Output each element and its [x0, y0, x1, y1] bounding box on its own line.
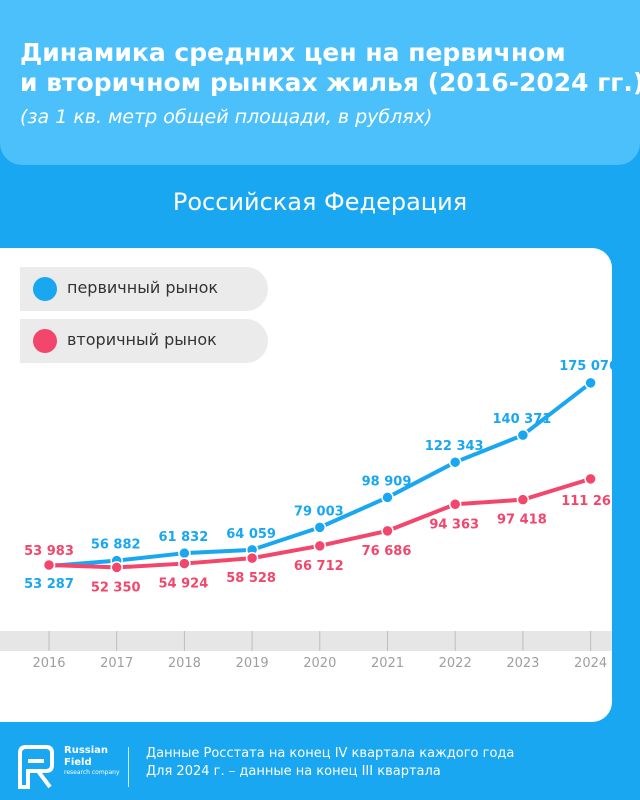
header-panel: Динамика средних цен на первичном и втор…	[0, 0, 640, 165]
data-point-primary	[381, 491, 394, 504]
data-label-primary: 53 287	[24, 577, 74, 592]
data-point-primary	[448, 455, 462, 469]
logo-line-1: Russian	[64, 745, 109, 756]
x-axis-band	[0, 631, 612, 651]
russian-field-logo-icon	[18, 745, 54, 789]
legend-item-primary: первичный рынок	[20, 267, 268, 311]
x-tick-label: 2018	[168, 656, 201, 671]
data-point-secondary	[42, 558, 56, 572]
logo-text: Russian Field research company	[64, 745, 120, 777]
legend-item-secondary: вторичный рынок	[20, 319, 268, 363]
data-point-secondary	[313, 539, 327, 553]
data-point-primary	[584, 376, 597, 390]
page-subtitle: (за 1 кв. метр общей площади, в рублях)	[20, 106, 433, 128]
x-tick-label: 2022	[439, 656, 472, 671]
x-tick-label: 2017	[100, 656, 133, 671]
data-point-secondary	[448, 498, 462, 511]
data-point-secondary	[516, 493, 530, 506]
data-point-primary	[178, 546, 191, 560]
data-label-secondary: 52 350	[91, 580, 141, 595]
title-line-2: и вторичном рынках жилья (2016-2024 гг.)	[20, 68, 640, 97]
data-label-primary: 61 832	[159, 530, 209, 545]
data-point-primary	[516, 428, 530, 442]
chart-card: 2016 2017 2018 2019 2020 2021 2022 2023 2024 53 2…	[0, 248, 612, 722]
logo-line-3: research company	[64, 769, 120, 776]
source-note-line-2: Для 2024 г. – данные на конец III кварта…	[146, 764, 441, 779]
data-label-secondary: 76 686	[362, 544, 412, 559]
legend-label-primary: первичный рынок	[67, 278, 219, 297]
data-point-primary	[313, 521, 327, 534]
data-point-secondary	[110, 561, 123, 574]
legend-label-secondary: вторичный рынок	[67, 330, 217, 349]
data-label-secondary: 54 924	[159, 577, 209, 592]
page-title: Динамика средних цен на первичном и втор…	[20, 38, 640, 98]
x-tick-label: 2024	[574, 656, 607, 671]
data-label-primary: 122 343	[425, 439, 484, 454]
legend-dot-secondary	[33, 329, 57, 353]
logo-line-2: Field	[64, 757, 92, 768]
data-label-secondary: 66 712	[294, 559, 344, 574]
title-line-1: Динамика средних цен на первичном	[20, 38, 566, 67]
data-label-primary: 64 059	[226, 527, 276, 542]
footer-divider	[128, 747, 129, 787]
x-tick-label: 2023	[506, 656, 539, 671]
legend-dot-primary	[33, 277, 57, 301]
x-tick-label: 2016	[32, 656, 65, 671]
data-point-secondary	[178, 557, 191, 570]
data-point-secondary	[381, 524, 394, 538]
footer: Russian Field research company Данные Ро…	[0, 735, 640, 800]
data-label-secondary: 111 261	[561, 494, 612, 509]
x-tick-label: 2020	[303, 656, 336, 671]
data-label-primary: 175 076	[559, 359, 612, 374]
x-tick-label: 2021	[371, 656, 404, 671]
data-label-secondary: 97 418	[497, 513, 547, 528]
data-label-primary: 140 371	[492, 412, 551, 427]
data-label-primary: 56 882	[91, 538, 141, 553]
data-label-secondary: 58 528	[226, 571, 276, 586]
data-label-primary: 98 909	[362, 474, 412, 489]
x-tick-label: 2019	[236, 656, 269, 671]
line-chart: 2016 2017 2018 2019 2020 2021 2022 2023 2024 53 2…	[0, 359, 612, 671]
data-label-secondary: 53 983	[24, 544, 74, 559]
source-note: Данные Росстата на конец IV квартала каж…	[146, 745, 514, 781]
source-note-line-1: Данные Росстата на конец IV квартала каж…	[146, 746, 515, 761]
data-point-secondary	[245, 551, 259, 565]
data-point-secondary	[584, 472, 597, 486]
data-label-secondary: 94 363	[429, 517, 479, 532]
data-label-primary: 79 003	[294, 504, 344, 519]
region-title: Российская Федерация	[172, 188, 468, 216]
